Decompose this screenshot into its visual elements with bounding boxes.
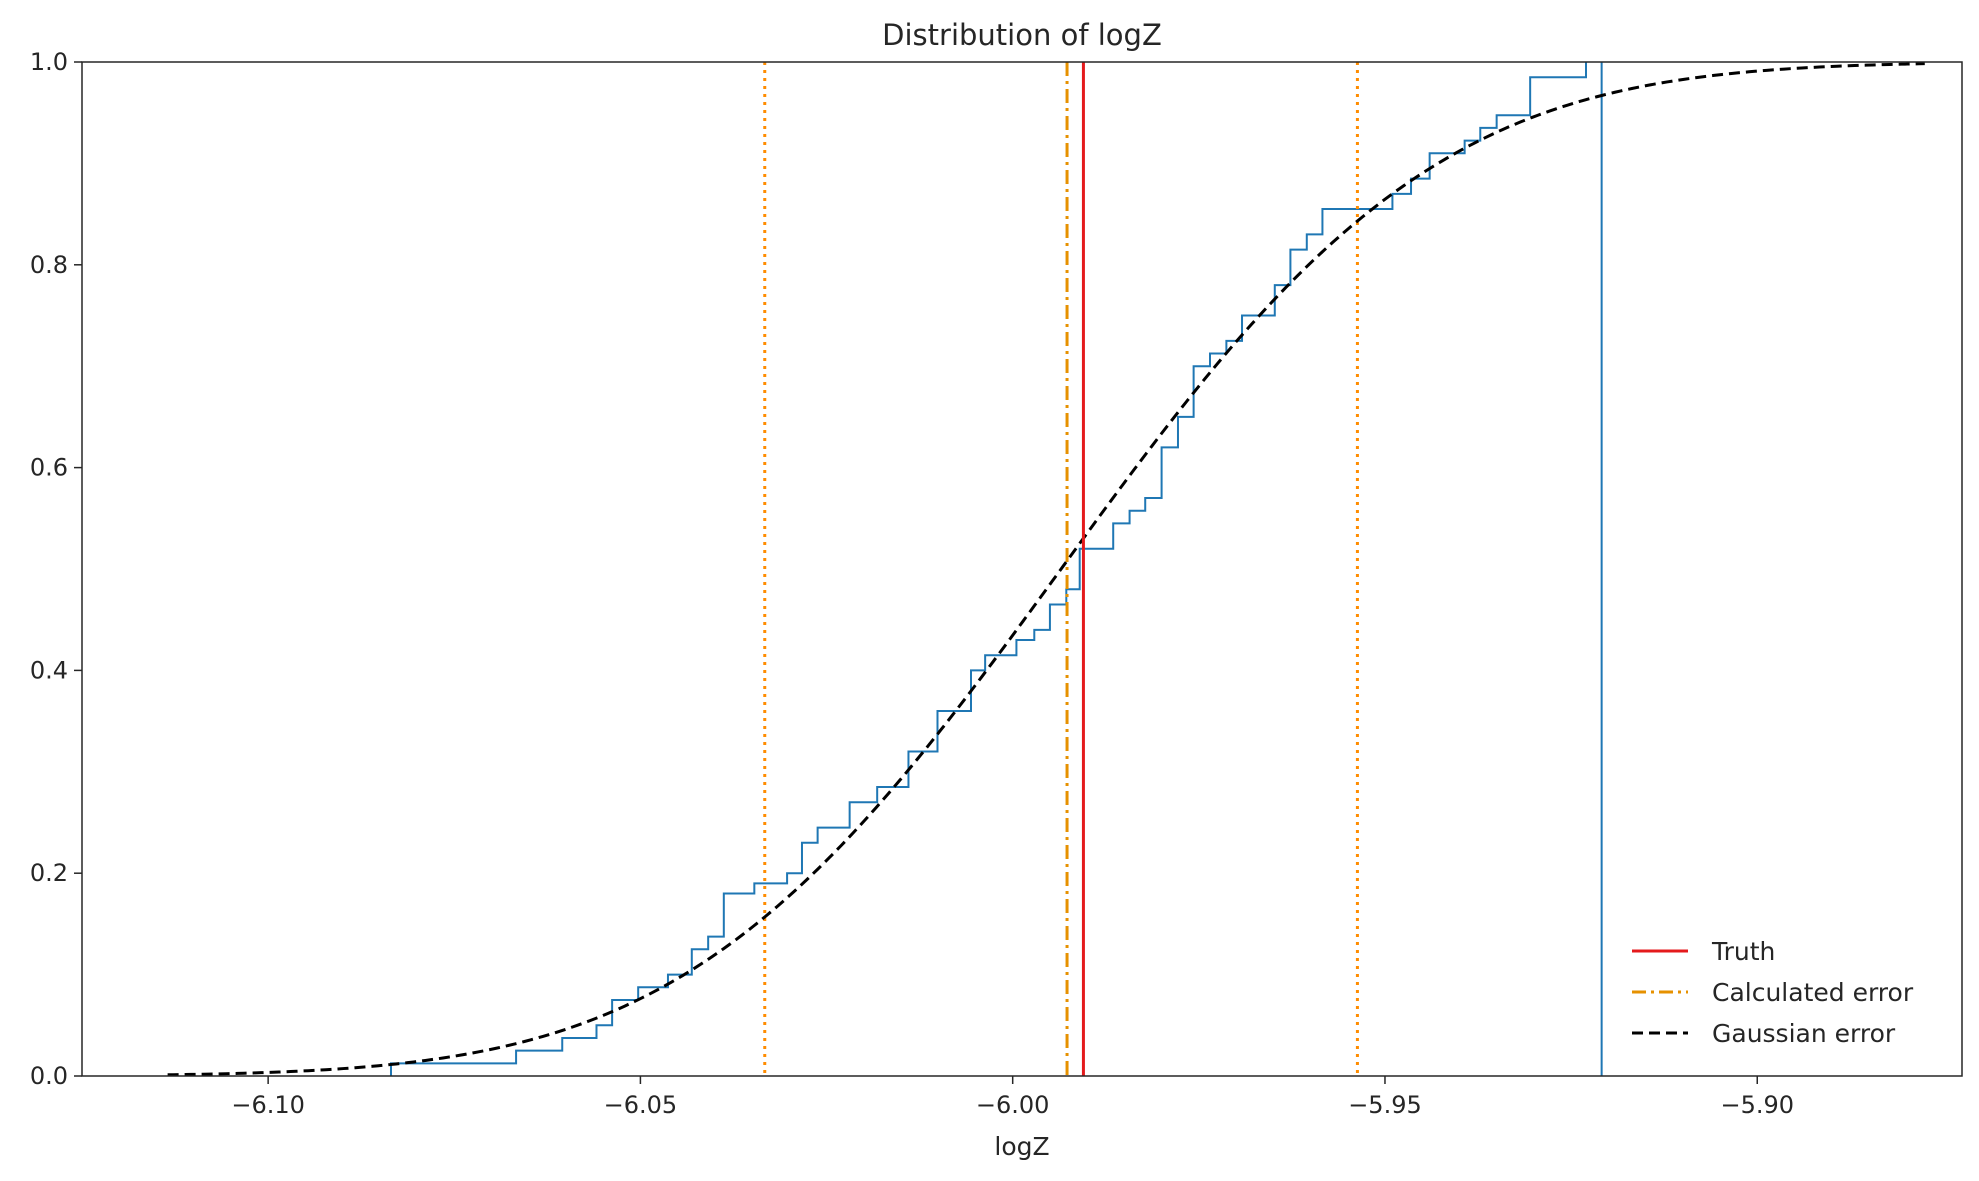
axis-ticks: −6.10 −6.05 −6.00 −5.95 −5.90 0.0 0.2 0.4 0.6 0.8… [30, 48, 1794, 1119]
y-tick-label: 0.8 [30, 251, 68, 279]
y-tick-label: 1.0 [30, 48, 68, 76]
plot-area [81, 61, 1963, 1077]
x-tick-label: −6.05 [604, 1091, 678, 1119]
legend-label: Gaussian error [1712, 1019, 1896, 1048]
x-tick-label: −6.00 [976, 1091, 1050, 1119]
x-tick-label: −6.10 [231, 1091, 305, 1119]
gaussian-error-curve [167, 62, 1925, 1076]
y-tick-label: 0.2 [30, 859, 68, 887]
legend: Truth Calculated error Gaussian error [1632, 937, 1914, 1048]
legend-label: Truth [1711, 937, 1775, 966]
ecdf-step-line [389, 62, 1587, 1076]
y-tick-label: 0.6 [30, 454, 68, 482]
legend-label: Calculated error [1712, 978, 1914, 1007]
y-tick-label: 0.4 [30, 656, 68, 684]
plot-clip-group [167, 62, 1925, 1076]
chart-title: Distribution of logZ [882, 18, 1162, 52]
x-axis-label: logZ [994, 1132, 1049, 1161]
x-tick-label: −5.90 [1720, 1091, 1794, 1119]
y-tick-label: 0.0 [30, 1062, 68, 1090]
plot-frame [81, 61, 1963, 1077]
x-tick-label: −5.95 [1348, 1091, 1422, 1119]
